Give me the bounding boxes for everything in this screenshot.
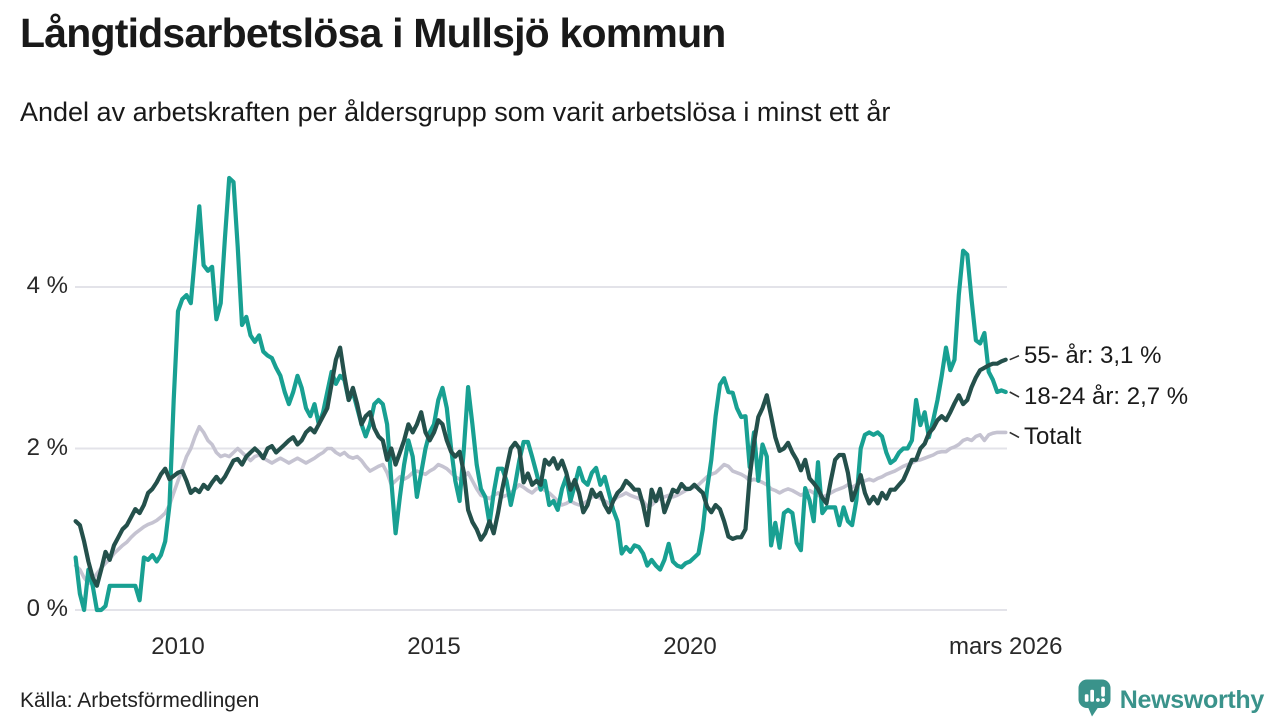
series-line-0 [73,424,1008,586]
bar-chart-speech-bubble-icon [1078,679,1111,720]
y-axis-tick-4: 4 % [26,272,68,299]
y-axis-tick-2: 2 % [26,433,68,461]
brand-name: Newsworthy [1119,686,1265,714]
y-axis-tick-0: 0 % [26,595,68,622]
series-end-label-18-24: 18-24 år: 2,7 % [1024,382,1189,410]
leader-line-2 [1009,354,1020,361]
leader-line-1 [1009,391,1020,398]
x-axis-tick-2015: 2015 [407,633,461,660]
chart-subtitle: Andel av arbetskraften per åldersgrupp s… [20,97,891,127]
x-axis-tick-mars-2026: mars 2026 [949,633,1063,660]
series-line-2 [73,345,1008,588]
x-axis-tick-2010: 2010 [151,633,205,660]
newsworthy-logo: Newsworthy [1078,679,1264,720]
series-end-label-55: 55- år: 3,1 % [1024,341,1162,369]
series-end-label-totalt: Totalt [1024,423,1082,451]
x-axis-tick-2020: 2020 [663,633,717,660]
source-note: Källa: Arbetsförmedlingen [20,689,260,712]
leader-line-0 [1009,431,1020,439]
page-title: Långtidsarbetslösa i Mullsjö kommun [20,10,726,56]
series-line-1 [73,175,1008,613]
